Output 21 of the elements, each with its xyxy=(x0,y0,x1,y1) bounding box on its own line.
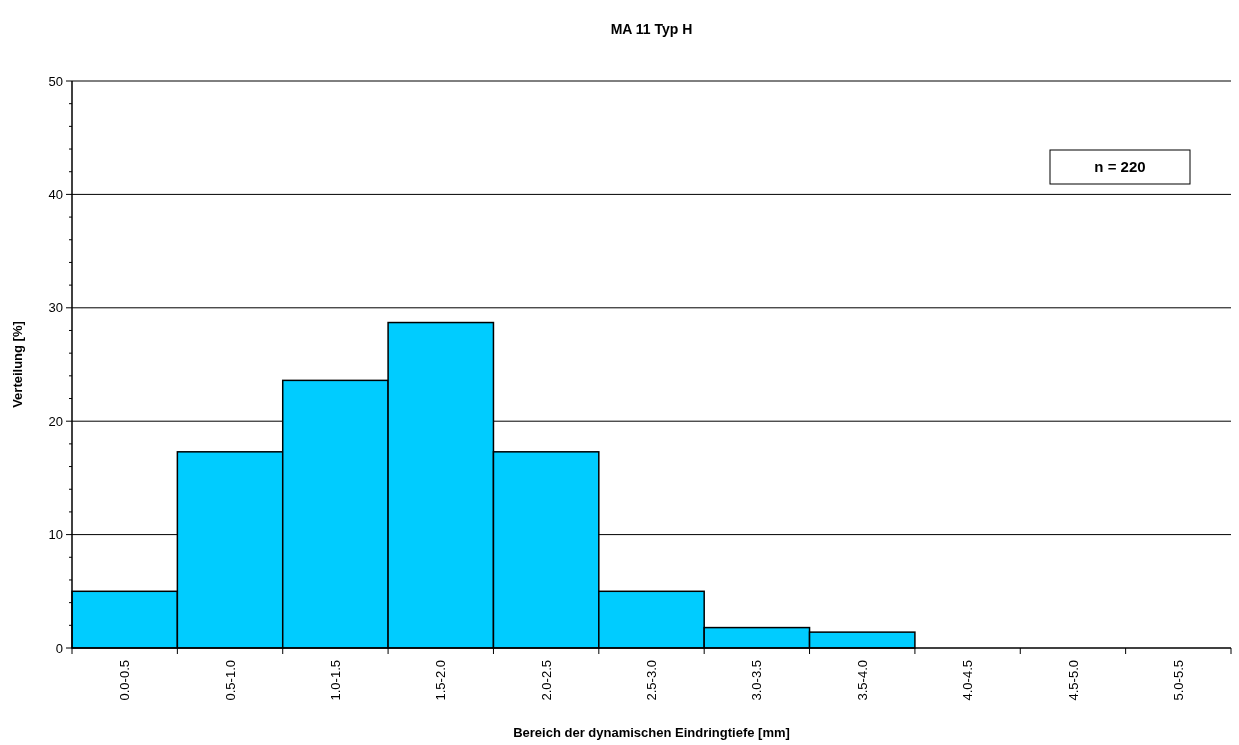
y-tick-label: 50 xyxy=(48,73,63,89)
x-axis-title: Bereich der dynamischen Eindringtiefe [mm] xyxy=(513,725,790,740)
annotation: n = 220 xyxy=(1094,158,1146,176)
x-tick-label: 1.5-2.0 xyxy=(433,660,449,701)
x-tick-label: 4.5-5.0 xyxy=(1065,660,1081,701)
x-tick-label: 2.5-3.0 xyxy=(644,660,660,701)
x-tick-label: 0.0-0.5 xyxy=(117,660,133,701)
y-tick-label: 0 xyxy=(55,640,63,656)
y-tick-label: 10 xyxy=(48,527,63,543)
x-tick-label: 1.0-1.5 xyxy=(327,660,343,701)
y-tick-label: 20 xyxy=(48,413,63,429)
x-tick-label: 0.5-1.0 xyxy=(222,660,238,701)
x-tick-label: 4.0-4.5 xyxy=(960,660,976,701)
x-tick-label: 3.0-3.5 xyxy=(749,660,765,701)
y-tick-label: 30 xyxy=(48,300,63,316)
y-tick-label: 40 xyxy=(48,186,63,202)
x-tick-label: 3.5-4.0 xyxy=(854,660,870,701)
x-tick-label: 2.0-2.5 xyxy=(538,660,554,701)
x-tick-label: 5.0-5.5 xyxy=(1170,660,1186,701)
y-axis-title: Verteilung [%] xyxy=(10,321,25,408)
chart-title: MA 11 Typ H xyxy=(610,21,693,37)
